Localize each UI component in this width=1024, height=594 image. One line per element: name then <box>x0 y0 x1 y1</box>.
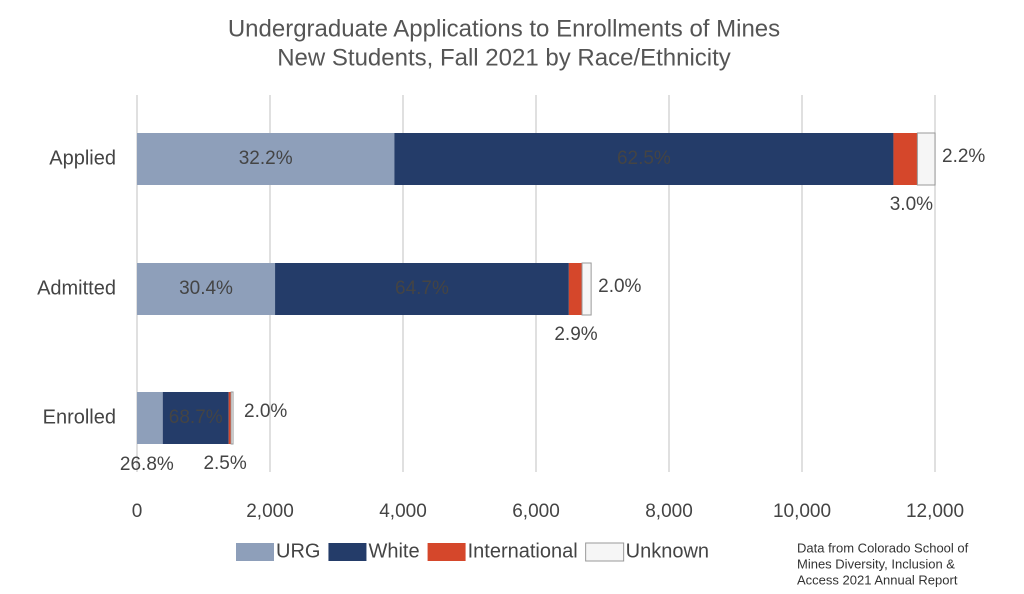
y-tick-label: Enrolled <box>43 406 116 428</box>
y-tick-label: Admitted <box>37 277 116 299</box>
bar-segment <box>394 133 894 185</box>
legend-label: URG <box>276 540 320 562</box>
legend-swatch <box>328 543 367 561</box>
legend-label: International <box>468 540 578 562</box>
x-tick-label: 6,000 <box>512 501 560 522</box>
x-tick-label: 12,000 <box>906 501 964 522</box>
source-note: Data from Colorado School of <box>797 540 969 555</box>
value-label: 2.0% <box>244 401 287 422</box>
bar-segment <box>568 263 583 315</box>
source-note: Access 2021 Annual Report <box>797 572 958 587</box>
chart-title: New Students, Fall 2021 by Race/Ethnicit… <box>277 44 731 71</box>
bar-segment <box>230 391 234 445</box>
bar-segment <box>137 392 163 444</box>
chart-title: Undergraduate Applications to Enrollment… <box>228 15 780 42</box>
bar-segment <box>916 132 936 186</box>
legend-label: Unknown <box>626 540 709 562</box>
value-label: 2.0% <box>598 276 641 297</box>
value-label: 3.0% <box>890 194 933 215</box>
x-tick-label: 4,000 <box>379 501 427 522</box>
x-tick-label: 8,000 <box>645 501 693 522</box>
value-label: 30.4% <box>179 278 233 299</box>
bar-segment <box>137 133 395 185</box>
bar-segment <box>581 262 592 316</box>
value-label: 64.7% <box>395 278 449 299</box>
value-label: 32.2% <box>239 148 293 169</box>
value-label: 68.7% <box>169 407 223 428</box>
bar-segment <box>275 263 569 315</box>
legend-swatch <box>427 543 466 561</box>
value-label: 26.8% <box>120 454 174 475</box>
source-note: Mines Diversity, Inclusion & <box>797 556 955 571</box>
value-label: 2.9% <box>554 324 597 345</box>
bar-segment <box>893 133 918 185</box>
value-label: 2.2% <box>942 146 985 167</box>
value-label: 2.5% <box>203 453 246 474</box>
legend-label: White <box>368 540 419 562</box>
y-tick-label: Applied <box>49 147 116 169</box>
x-tick-label: 0 <box>132 501 143 522</box>
value-label: 62.5% <box>617 148 671 169</box>
bar-segment <box>162 392 229 444</box>
legend-swatch <box>236 543 274 561</box>
x-tick-label: 10,000 <box>773 501 831 522</box>
legend-swatch <box>585 542 625 562</box>
bar-segment <box>137 263 276 315</box>
bar-segment <box>228 392 232 444</box>
x-tick-label: 2,000 <box>246 501 294 522</box>
